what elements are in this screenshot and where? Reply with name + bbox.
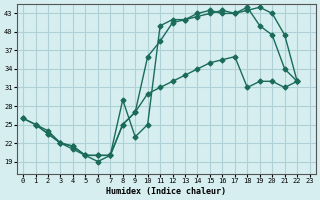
X-axis label: Humidex (Indice chaleur): Humidex (Indice chaleur): [106, 187, 226, 196]
